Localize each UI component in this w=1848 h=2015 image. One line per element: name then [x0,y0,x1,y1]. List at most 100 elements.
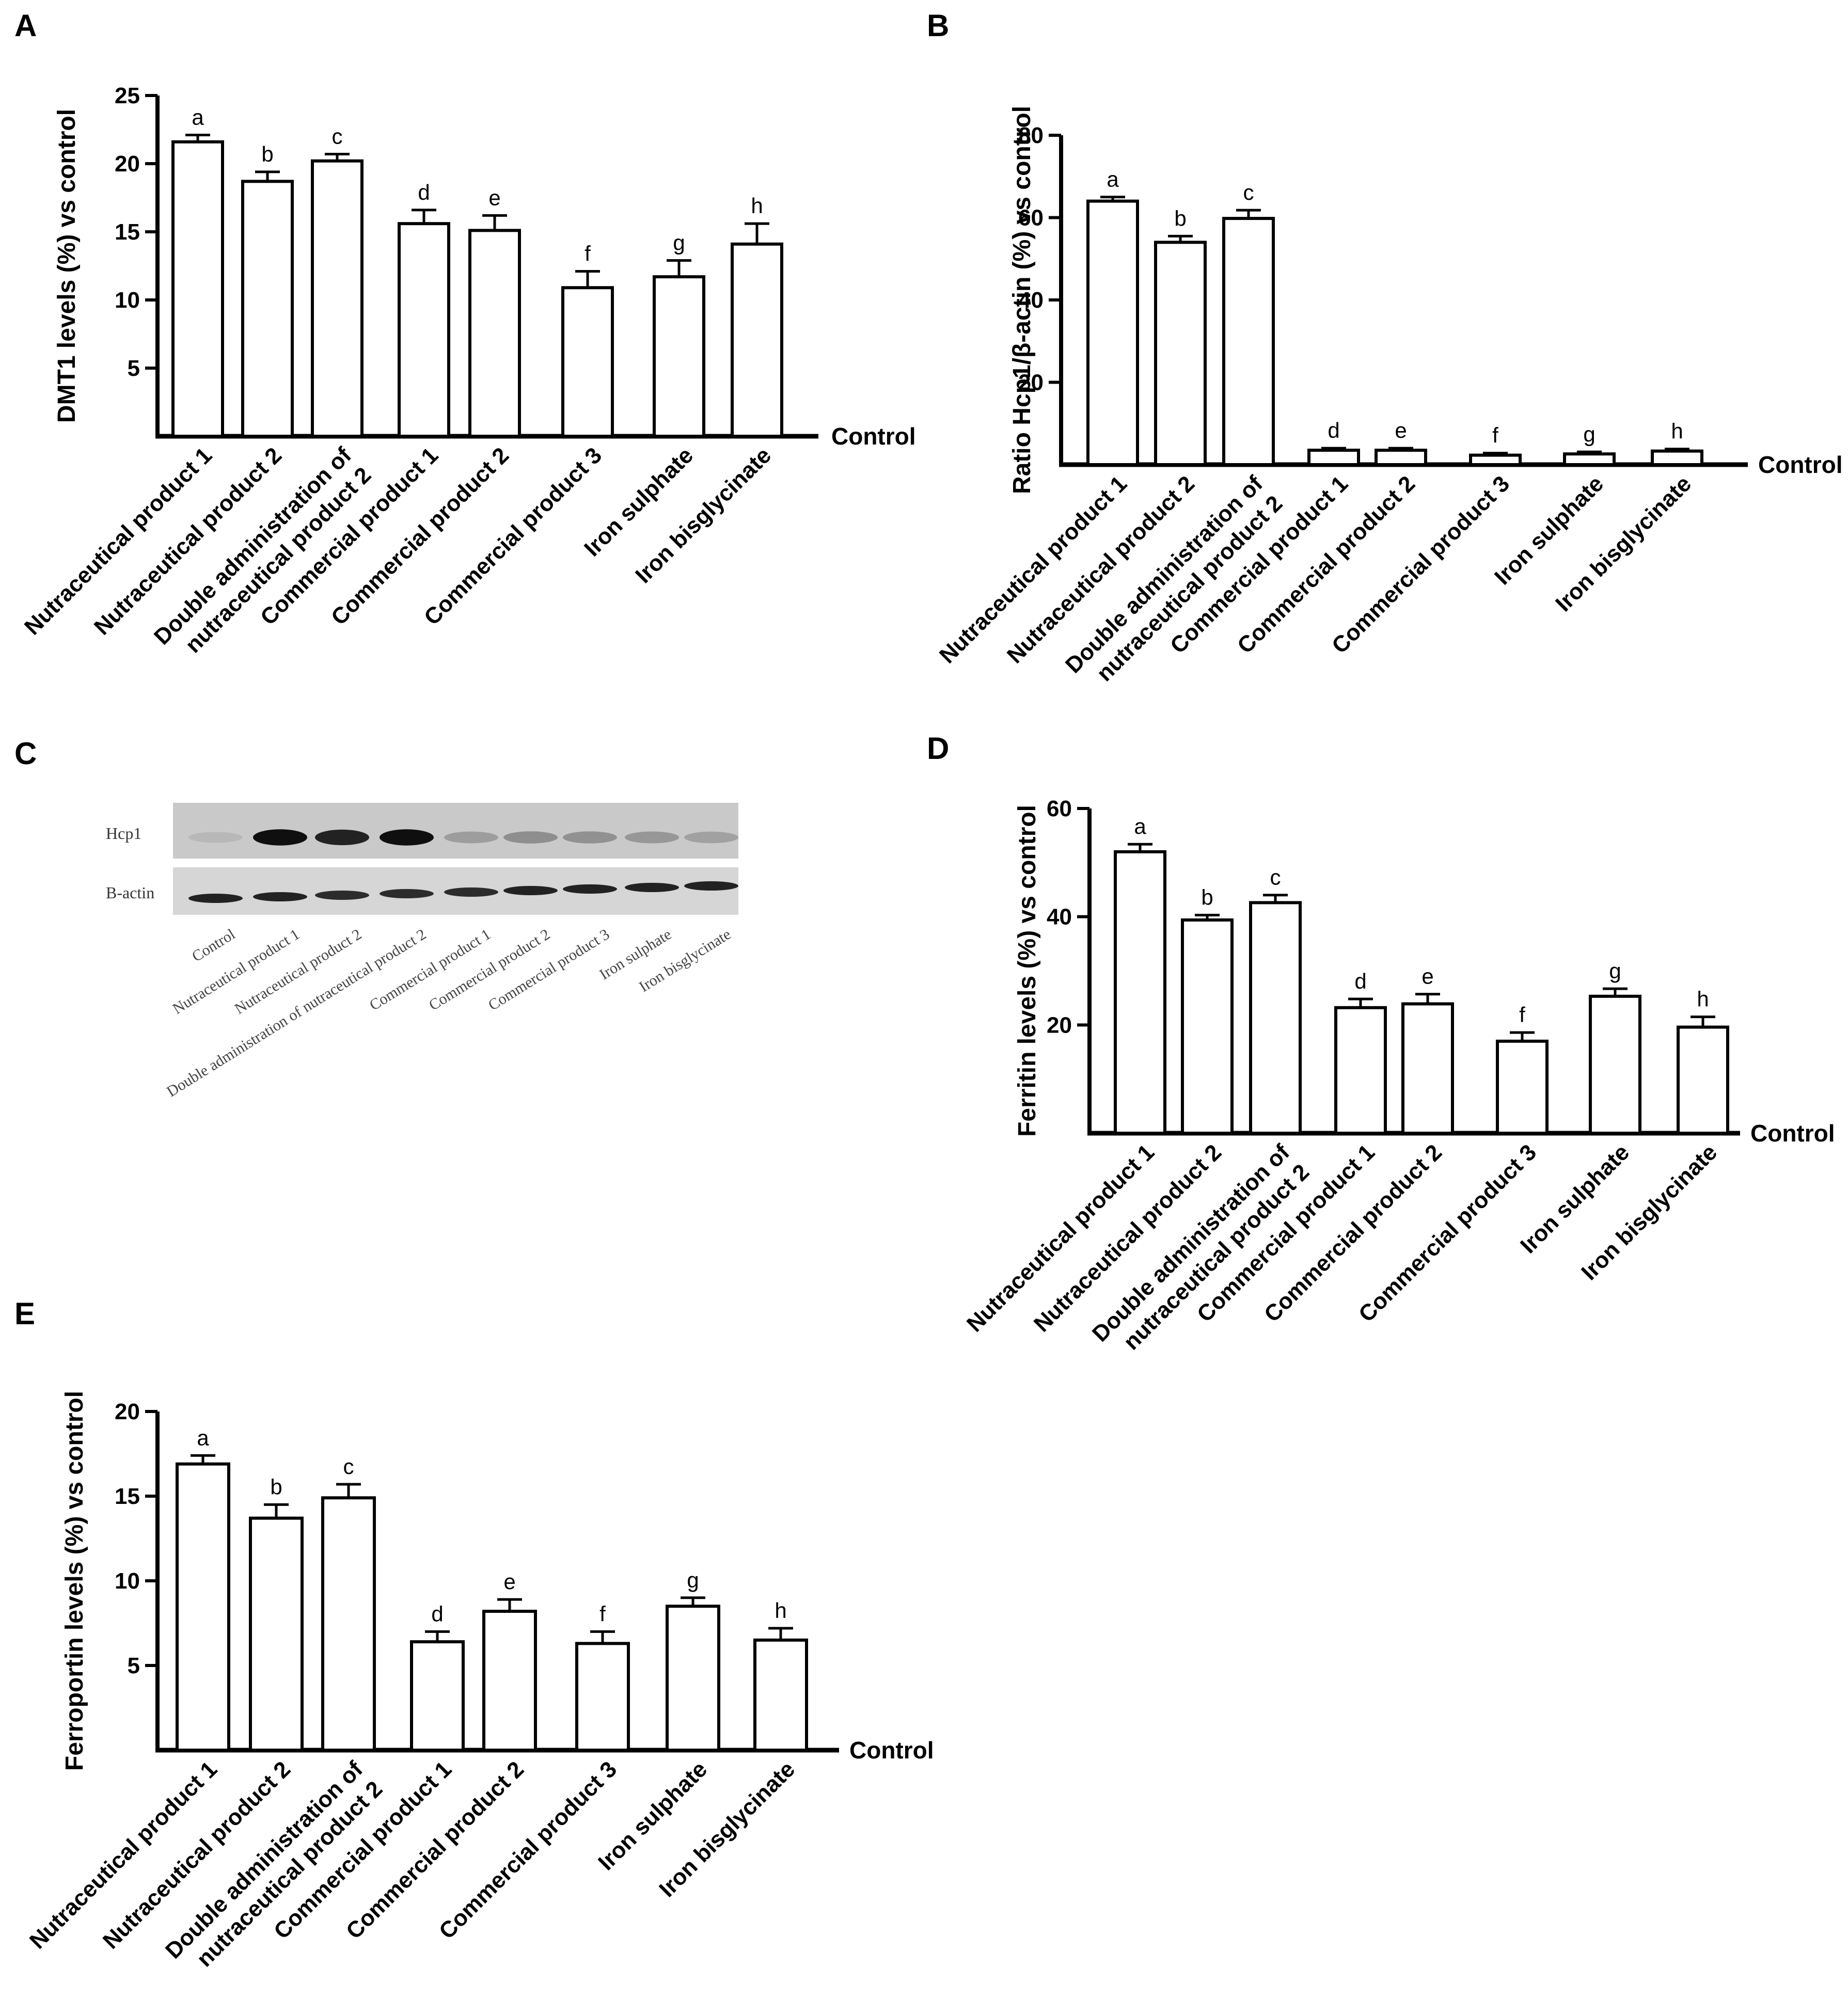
y-tick-label: 40 [1047,905,1072,930]
actin-band [684,881,738,891]
y-tick-label: 40 [1018,288,1044,313]
significance-letter: b [1174,206,1186,230]
actin-band [253,892,307,901]
significance-letter: c [332,124,343,149]
significance-letter: d [431,1601,443,1626]
actin-band [315,891,369,900]
significance-letter: d [418,180,430,204]
bar [482,1610,537,1752]
significance-letter: f [599,1601,606,1626]
panel-letter: C [14,736,37,771]
y-tick-label: 15 [115,219,140,245]
bar [1563,452,1616,467]
bar [1086,199,1139,466]
y-axis-label: Ratio Hcp1/β-actin (%) vs control [1008,106,1036,494]
bar [1114,850,1166,1135]
panel-letter: B [927,8,949,43]
control-label: Control [1758,451,1843,478]
significance-letter: c [1243,180,1254,204]
significance-letter: f [1492,423,1498,448]
bar [176,1462,230,1752]
significance-letter: a [197,1425,209,1450]
bar [1181,918,1234,1135]
bar [1307,449,1360,467]
blot-bands [188,829,738,903]
significance-letter: g [1609,959,1621,983]
bar [311,159,364,438]
bar [171,140,224,438]
hcp1-band [625,831,679,844]
significance-letter: b [261,142,273,166]
blot-row-label-hcp1: Hcp1 [106,824,141,843]
y-tick-label: 10 [115,288,140,313]
bar [731,242,783,438]
bar [249,1516,304,1752]
bar [1334,1006,1387,1135]
significance-letter: b [1201,885,1213,910]
y-axis-label: Ferroportin levels (%) vs control [61,1391,88,1771]
blot-row-label-actin: B-actin [106,883,154,902]
y-axis-label: Ferritin levels (%) vs control [1014,805,1041,1137]
hcp1-band [188,832,243,843]
y-tick-label: 20 [115,1399,140,1424]
y-tick-label: 25 [115,83,140,108]
hcp1-band [315,829,369,846]
bar [1651,449,1703,466]
bar [561,286,614,438]
significance-letter: f [1519,1003,1525,1027]
bar [321,1496,376,1752]
hcp1-band [444,831,498,844]
bar [1249,901,1302,1135]
control-label: Control [1750,1120,1835,1147]
y-tick-label: 10 [115,1568,140,1594]
y-tick-label: 20 [1047,1012,1072,1038]
control-label: Control [849,1737,934,1764]
significance-letter: c [1270,865,1281,890]
bar [468,229,521,438]
bar [398,222,450,438]
y-tick-label: 15 [115,1484,140,1509]
significance-letter: e [503,1569,515,1594]
bar [666,1605,720,1752]
panel-letter: A [14,8,37,43]
significance-letter: c [343,1454,354,1479]
significance-letter: a [1107,167,1119,192]
significance-letter: e [1395,418,1407,442]
significance-letter: a [1134,814,1146,838]
significance-letter: g [673,230,685,255]
significance-letter: g [1583,422,1595,446]
significance-letter: b [270,1474,282,1499]
bar [1222,217,1275,466]
actin-band [625,883,679,892]
bar [1154,241,1207,466]
actin-band [188,894,243,903]
y-tick-label: 80 [1018,123,1044,148]
y-tick-label: 5 [128,356,140,381]
hcp1-band [503,831,558,844]
hcp1-band [253,829,307,846]
significance-letter: h [775,1598,786,1623]
bar [1375,449,1427,467]
significance-letter: h [751,194,763,218]
significance-letter: h [1671,419,1683,443]
bar [753,1638,808,1752]
panel-letter: E [14,1296,35,1331]
control-label: Control [831,423,916,450]
actin-band [503,886,558,895]
significance-letter: d [1328,418,1339,442]
actin-band [563,884,617,894]
bar [1401,1002,1454,1135]
hcp1-band [563,831,617,844]
y-tick-label: 20 [115,151,140,177]
y-axis-label: DMT1 levels (%) vs control [53,109,81,423]
bar [1496,1039,1549,1135]
actin-band [444,887,498,897]
significance-letter: d [1354,969,1366,993]
bar [653,275,705,438]
y-tick-label: 5 [128,1653,140,1678]
hcp1-band [380,829,434,846]
y-tick-label: 20 [1018,370,1044,395]
significance-letter: a [192,105,204,130]
